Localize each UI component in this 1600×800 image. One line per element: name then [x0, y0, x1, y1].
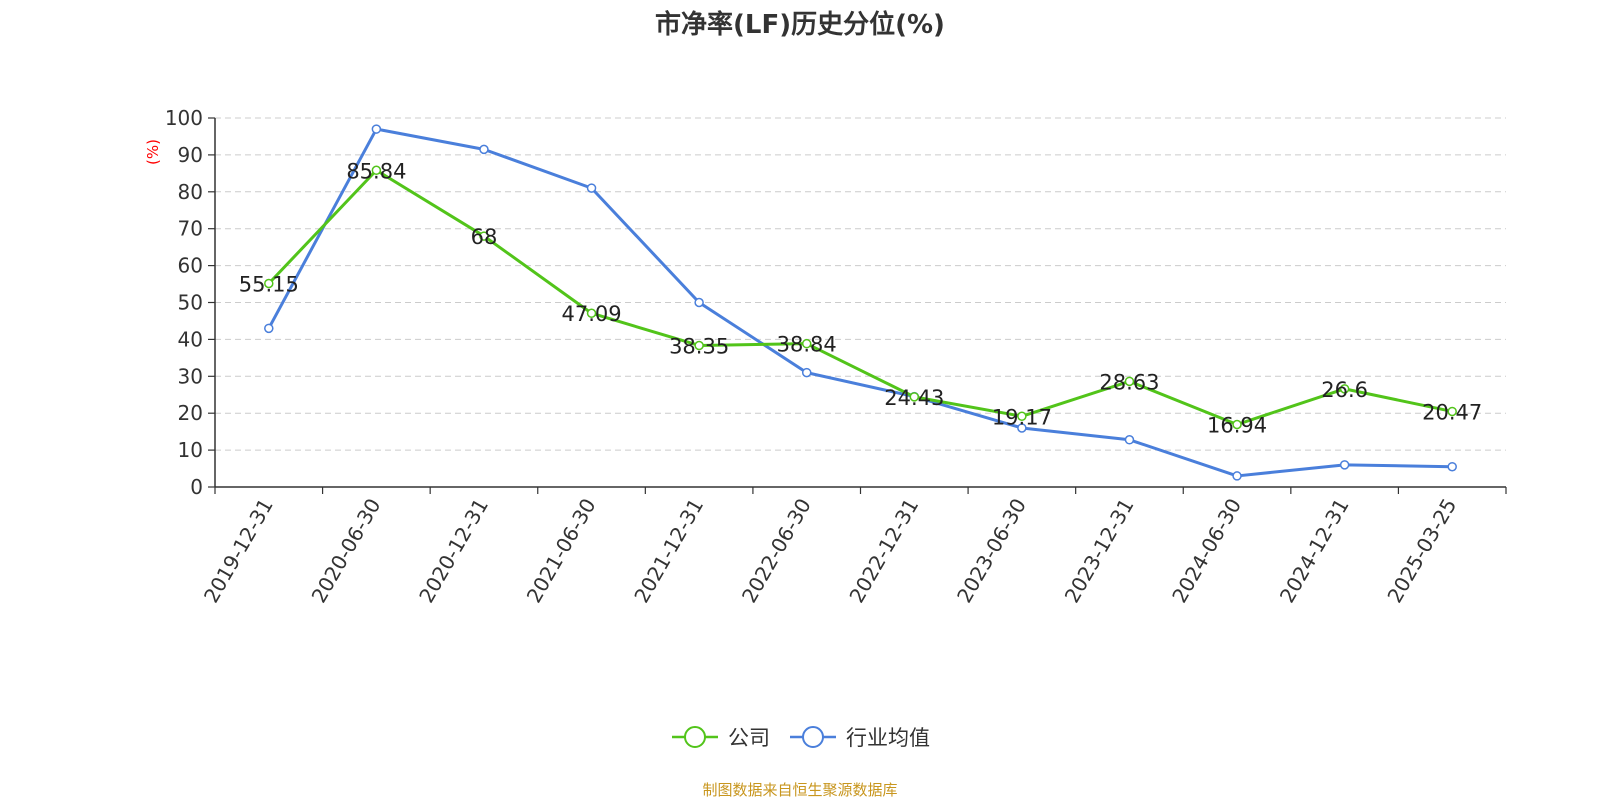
x-tick-label: 2024-06-30 — [1167, 494, 1246, 607]
x-tick-label: 2024-12-31 — [1275, 494, 1354, 607]
data-point-company — [694, 340, 704, 351]
y-tick-label: 80 — [178, 180, 203, 204]
data-point-company — [1339, 384, 1350, 394]
data-label: 26.6 — [1321, 378, 1368, 402]
data-point-industry-avg — [1017, 423, 1027, 433]
chart-title: 市净率(LF)历史分位(%) — [655, 10, 945, 40]
y-tick-label: 60 — [178, 254, 203, 278]
legend-item-company[interactable]: 公司 — [670, 722, 770, 752]
data-point-industry-avg — [479, 144, 489, 155]
data-point-company — [1124, 376, 1135, 387]
y-tick-label: 30 — [178, 364, 203, 388]
y-tick-label: 40 — [178, 327, 203, 351]
y-tick-label: 10 — [178, 438, 203, 462]
data-point-industry-avg — [1339, 460, 1350, 470]
y-tick-label: 20 — [178, 401, 203, 425]
data-point-industry-avg — [1124, 435, 1135, 445]
x-tick-label: 2025-03-25 — [1382, 494, 1461, 607]
data-point-industry-avg — [801, 367, 812, 378]
data-point-industry-avg — [1232, 471, 1242, 481]
data-point-industry-avg — [371, 124, 382, 134]
data-label: 24.43 — [884, 386, 944, 410]
data-source-note: 制图数据来自恒生聚源数据库 — [702, 781, 898, 799]
series-line-industry-avg — [267, 127, 1453, 478]
legend-label-industry-avg: 行业均值 — [846, 726, 930, 750]
data-point-industry-avg — [694, 297, 704, 308]
data-label: 68 — [471, 225, 498, 249]
data-point-company — [909, 392, 920, 402]
y-tick-label: 70 — [178, 217, 203, 241]
data-label: 38.35 — [669, 334, 729, 358]
data-point-company — [1232, 419, 1242, 430]
x-tick-label: 2022-12-31 — [844, 494, 923, 607]
data-point-company — [479, 231, 489, 241]
data-point-industry-avg — [264, 323, 274, 334]
legend: 公司 行业均值 — [0, 722, 1600, 752]
series-line-company — [267, 168, 1453, 426]
data-point-company — [801, 338, 812, 349]
legend-line-marker-icon — [672, 726, 718, 748]
data-label: 19.17 — [992, 405, 1052, 429]
x-tick-label: 2020-06-30 — [307, 494, 386, 607]
x-tick-label: 2023-06-30 — [952, 494, 1031, 607]
x-tick-label: 2022-06-30 — [737, 494, 816, 607]
data-point-company — [1447, 406, 1457, 417]
y-axis-label: (%) — [144, 139, 162, 165]
data-label: 47.09 — [561, 302, 621, 326]
y-tick-label: 90 — [178, 143, 203, 167]
x-tick-label: 2023-12-31 — [1060, 494, 1139, 607]
x-tick-label: 2021-12-31 — [629, 494, 708, 607]
data-label: 55.15 — [239, 272, 299, 296]
legend-item-industry-avg[interactable]: 行业均值 — [788, 722, 930, 752]
data-point-company — [264, 278, 274, 289]
data-point-industry-avg — [1447, 461, 1457, 472]
x-tick-label: 2019-12-31 — [199, 494, 278, 607]
y-tick-label: 100 — [165, 106, 203, 130]
x-tick-label: 2021-06-30 — [522, 494, 601, 607]
data-point-industry-avg — [586, 183, 597, 193]
legend-line-marker-icon — [790, 726, 836, 748]
y-tick-label: 50 — [178, 291, 203, 315]
data-label: 16.94 — [1207, 413, 1267, 437]
data-label: 85.84 — [346, 159, 406, 183]
data-label: 28.63 — [1099, 370, 1159, 394]
x-tick-label: 2020-12-31 — [414, 494, 493, 607]
data-point-company — [586, 308, 597, 318]
data-point-company — [371, 165, 382, 176]
data-point-company — [1017, 411, 1027, 422]
data-label: 38.84 — [777, 333, 837, 357]
data-label: 20.47 — [1422, 400, 1482, 424]
legend-label-company: 公司 — [728, 726, 770, 750]
y-tick-label: 0 — [190, 475, 203, 499]
